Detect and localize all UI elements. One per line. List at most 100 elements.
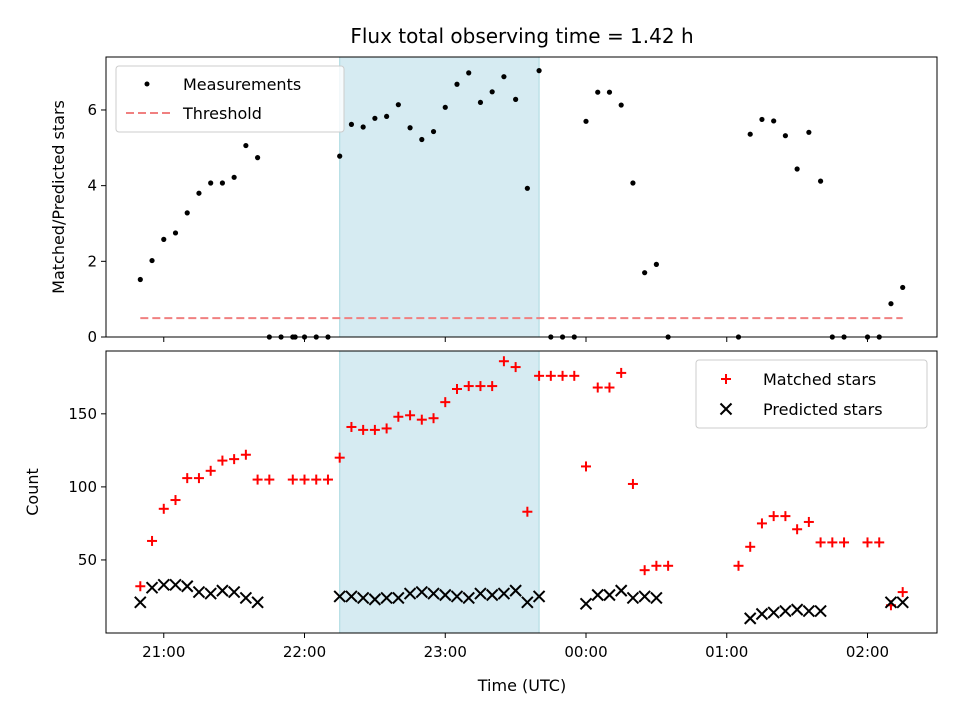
predicted-stars-point: [650, 591, 663, 605]
matched-stars-point: [604, 382, 615, 393]
bottom-x-ticks: 21:00 22:00 23:00 00:00 01:00 02:00: [142, 633, 889, 661]
measurement-point: [501, 74, 507, 80]
predicted-stars-point-b: [591, 588, 604, 602]
y-tick-label: 4: [87, 177, 97, 195]
predicted-stars-point-b: [755, 607, 769, 621]
predicted-stars-point: [450, 590, 464, 603]
predicted-stars-point: [157, 578, 170, 591]
measurement-point: [642, 270, 648, 276]
measurement-point: [653, 261, 659, 267]
measurement-point: [313, 334, 319, 340]
predicted-stars-point-b: [251, 596, 264, 609]
measurement-point: [254, 155, 261, 161]
predicted-stars-point: [345, 590, 358, 603]
matched-stars-point: [792, 524, 803, 535]
matched-stars-point: [897, 587, 908, 598]
predicted-stars-point-b: [614, 584, 628, 597]
predicted-stars-point: [403, 587, 417, 600]
matched-stars-point: [393, 411, 404, 422]
legend-label-matched-stars: Matched stars: [763, 370, 876, 389]
predicted-stars-point: [204, 587, 217, 600]
predicted-stars-point-b: [626, 591, 640, 605]
bottom-y-ticks: 50 100 150: [68, 405, 106, 569]
matched-stars-point: [217, 455, 228, 466]
predicted-stars-point: [532, 590, 546, 603]
measurement-point: [900, 284, 906, 291]
matched-stars-point: [322, 474, 333, 485]
x-tick-label: 23:00: [424, 643, 467, 661]
matched-stars-point: [205, 465, 216, 476]
predicted-stars-point: [392, 591, 405, 605]
bottom-legend: Matched stars Predicted stars: [695, 359, 928, 429]
predicted-stars-point-b: [239, 591, 253, 605]
matched-stars-point: [651, 560, 662, 571]
y-tick-label: 150: [68, 405, 97, 423]
x-tick-label: 00:00: [564, 643, 607, 661]
measurement-point: [829, 334, 835, 340]
measurement-point: [513, 96, 519, 102]
legend-label-threshold: Threshold: [182, 104, 262, 123]
measurement-point: [360, 124, 366, 130]
matched-stars-point: [346, 421, 357, 432]
measurement-point: [606, 89, 613, 95]
y-tick-label: 2: [87, 252, 97, 270]
y-tick-label: 100: [68, 478, 97, 496]
predicted-stars-point: [368, 593, 382, 606]
predicted-stars-point: [779, 604, 792, 618]
measurement-point: [278, 334, 284, 340]
measurement-point: [548, 334, 554, 340]
predicted-stars-point: [497, 587, 511, 600]
top-legend: Measurements Threshold: [115, 65, 345, 133]
predicted-stars-point: [439, 588, 452, 602]
predicted-stars-point-b: [744, 612, 757, 625]
matched-stars-point: [252, 474, 263, 485]
predicted-stars-point: [767, 606, 780, 619]
predicted-stars-point: [427, 587, 440, 600]
measurement-point: [876, 334, 882, 340]
predicted-stars-point-b: [333, 590, 346, 603]
matched-stars-point: [311, 474, 322, 485]
predicted-stars-point-b: [427, 587, 440, 600]
predicted-stars-point: [790, 603, 804, 616]
predicted-stars-point-b: [356, 591, 370, 605]
matched-stars-point: [193, 473, 204, 484]
matched-stars-point: [839, 537, 850, 548]
legend-marker-matched-stars: [721, 374, 731, 384]
matched-stars-point: [334, 452, 345, 463]
measurement-point: [372, 115, 378, 121]
predicted-stars-point-b: [779, 604, 792, 618]
matched-stars-point: [534, 370, 545, 381]
measurement-point: [536, 68, 542, 74]
predicted-stars-point: [814, 604, 827, 618]
observing-window-shade-bottom: [339, 350, 540, 634]
matched-stars-point: [369, 424, 380, 435]
matched-stars-point: [815, 537, 826, 548]
matched-stars-point: [627, 478, 638, 489]
predicted-stars-point-b: [790, 603, 804, 616]
legend-label-measurements: Measurements: [183, 75, 301, 94]
matched-stars-point: [522, 506, 533, 517]
measurement-point: [477, 99, 484, 106]
matched-stars-point: [780, 511, 791, 522]
predicted-stars-point-b: [579, 597, 593, 610]
top-legend-box: [115, 65, 345, 133]
matched-stars-point: [358, 424, 369, 435]
matched-stars-point: [827, 537, 838, 548]
predicted-stars-point: [802, 604, 816, 618]
predicted-stars-point-b: [192, 585, 206, 599]
matched-stars-point: [639, 565, 650, 576]
matched-stars-point: [463, 381, 474, 392]
matched-stars-point: [803, 516, 814, 527]
measurement-point: [583, 118, 589, 124]
matched-stars-point: [451, 383, 462, 394]
predicted-stars-point-b: [345, 590, 358, 603]
matched-stars-point: [545, 370, 556, 381]
predicted-stars-point-b: [521, 596, 534, 609]
predicted-stars-point-b: [884, 596, 898, 609]
observing-window-shade-top: [339, 56, 540, 338]
bottom-panel-frame: [105, 350, 938, 634]
matched-stars-point: [287, 474, 298, 485]
chart-title: Flux total observing time = 1.42 h: [350, 24, 693, 48]
